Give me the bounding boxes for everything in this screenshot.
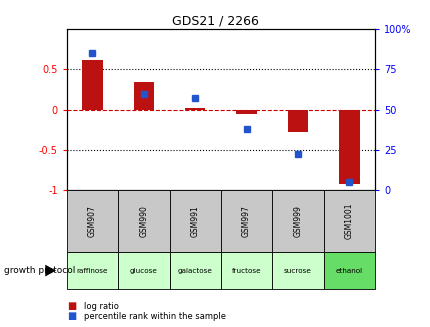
Bar <box>169 190 220 252</box>
Bar <box>118 190 169 252</box>
Text: GSM990: GSM990 <box>139 205 148 237</box>
Text: GSM1001: GSM1001 <box>344 202 353 239</box>
Text: growth protocol: growth protocol <box>4 266 76 275</box>
Bar <box>236 110 256 113</box>
Bar <box>272 252 323 289</box>
Text: sucrose: sucrose <box>283 267 311 274</box>
Text: glucose: glucose <box>129 267 157 274</box>
Text: galactose: galactose <box>177 267 212 274</box>
Text: GDS21 / 2266: GDS21 / 2266 <box>172 15 258 28</box>
Text: ■: ■ <box>67 301 76 311</box>
Bar <box>272 190 323 252</box>
Text: log ratio: log ratio <box>84 302 119 311</box>
Text: GSM997: GSM997 <box>242 205 251 237</box>
Bar <box>184 108 205 110</box>
Bar <box>287 110 307 132</box>
Bar <box>221 252 272 289</box>
Bar <box>169 252 220 289</box>
Text: ■: ■ <box>67 311 76 320</box>
Bar <box>67 190 118 252</box>
Bar <box>221 190 272 252</box>
Text: raffinose: raffinose <box>77 267 108 274</box>
Text: fructose: fructose <box>231 267 261 274</box>
Polygon shape <box>45 265 56 277</box>
Bar <box>82 60 102 110</box>
Text: percentile rank within the sample: percentile rank within the sample <box>84 312 225 321</box>
Bar <box>67 252 118 289</box>
Bar <box>133 81 154 110</box>
Text: GSM907: GSM907 <box>88 205 97 237</box>
Text: ethanol: ethanol <box>335 267 362 274</box>
Text: GSM991: GSM991 <box>190 205 199 237</box>
Bar <box>338 110 359 184</box>
Bar <box>323 190 374 252</box>
Text: GSM999: GSM999 <box>293 205 302 237</box>
Bar <box>118 252 169 289</box>
Bar <box>323 252 374 289</box>
